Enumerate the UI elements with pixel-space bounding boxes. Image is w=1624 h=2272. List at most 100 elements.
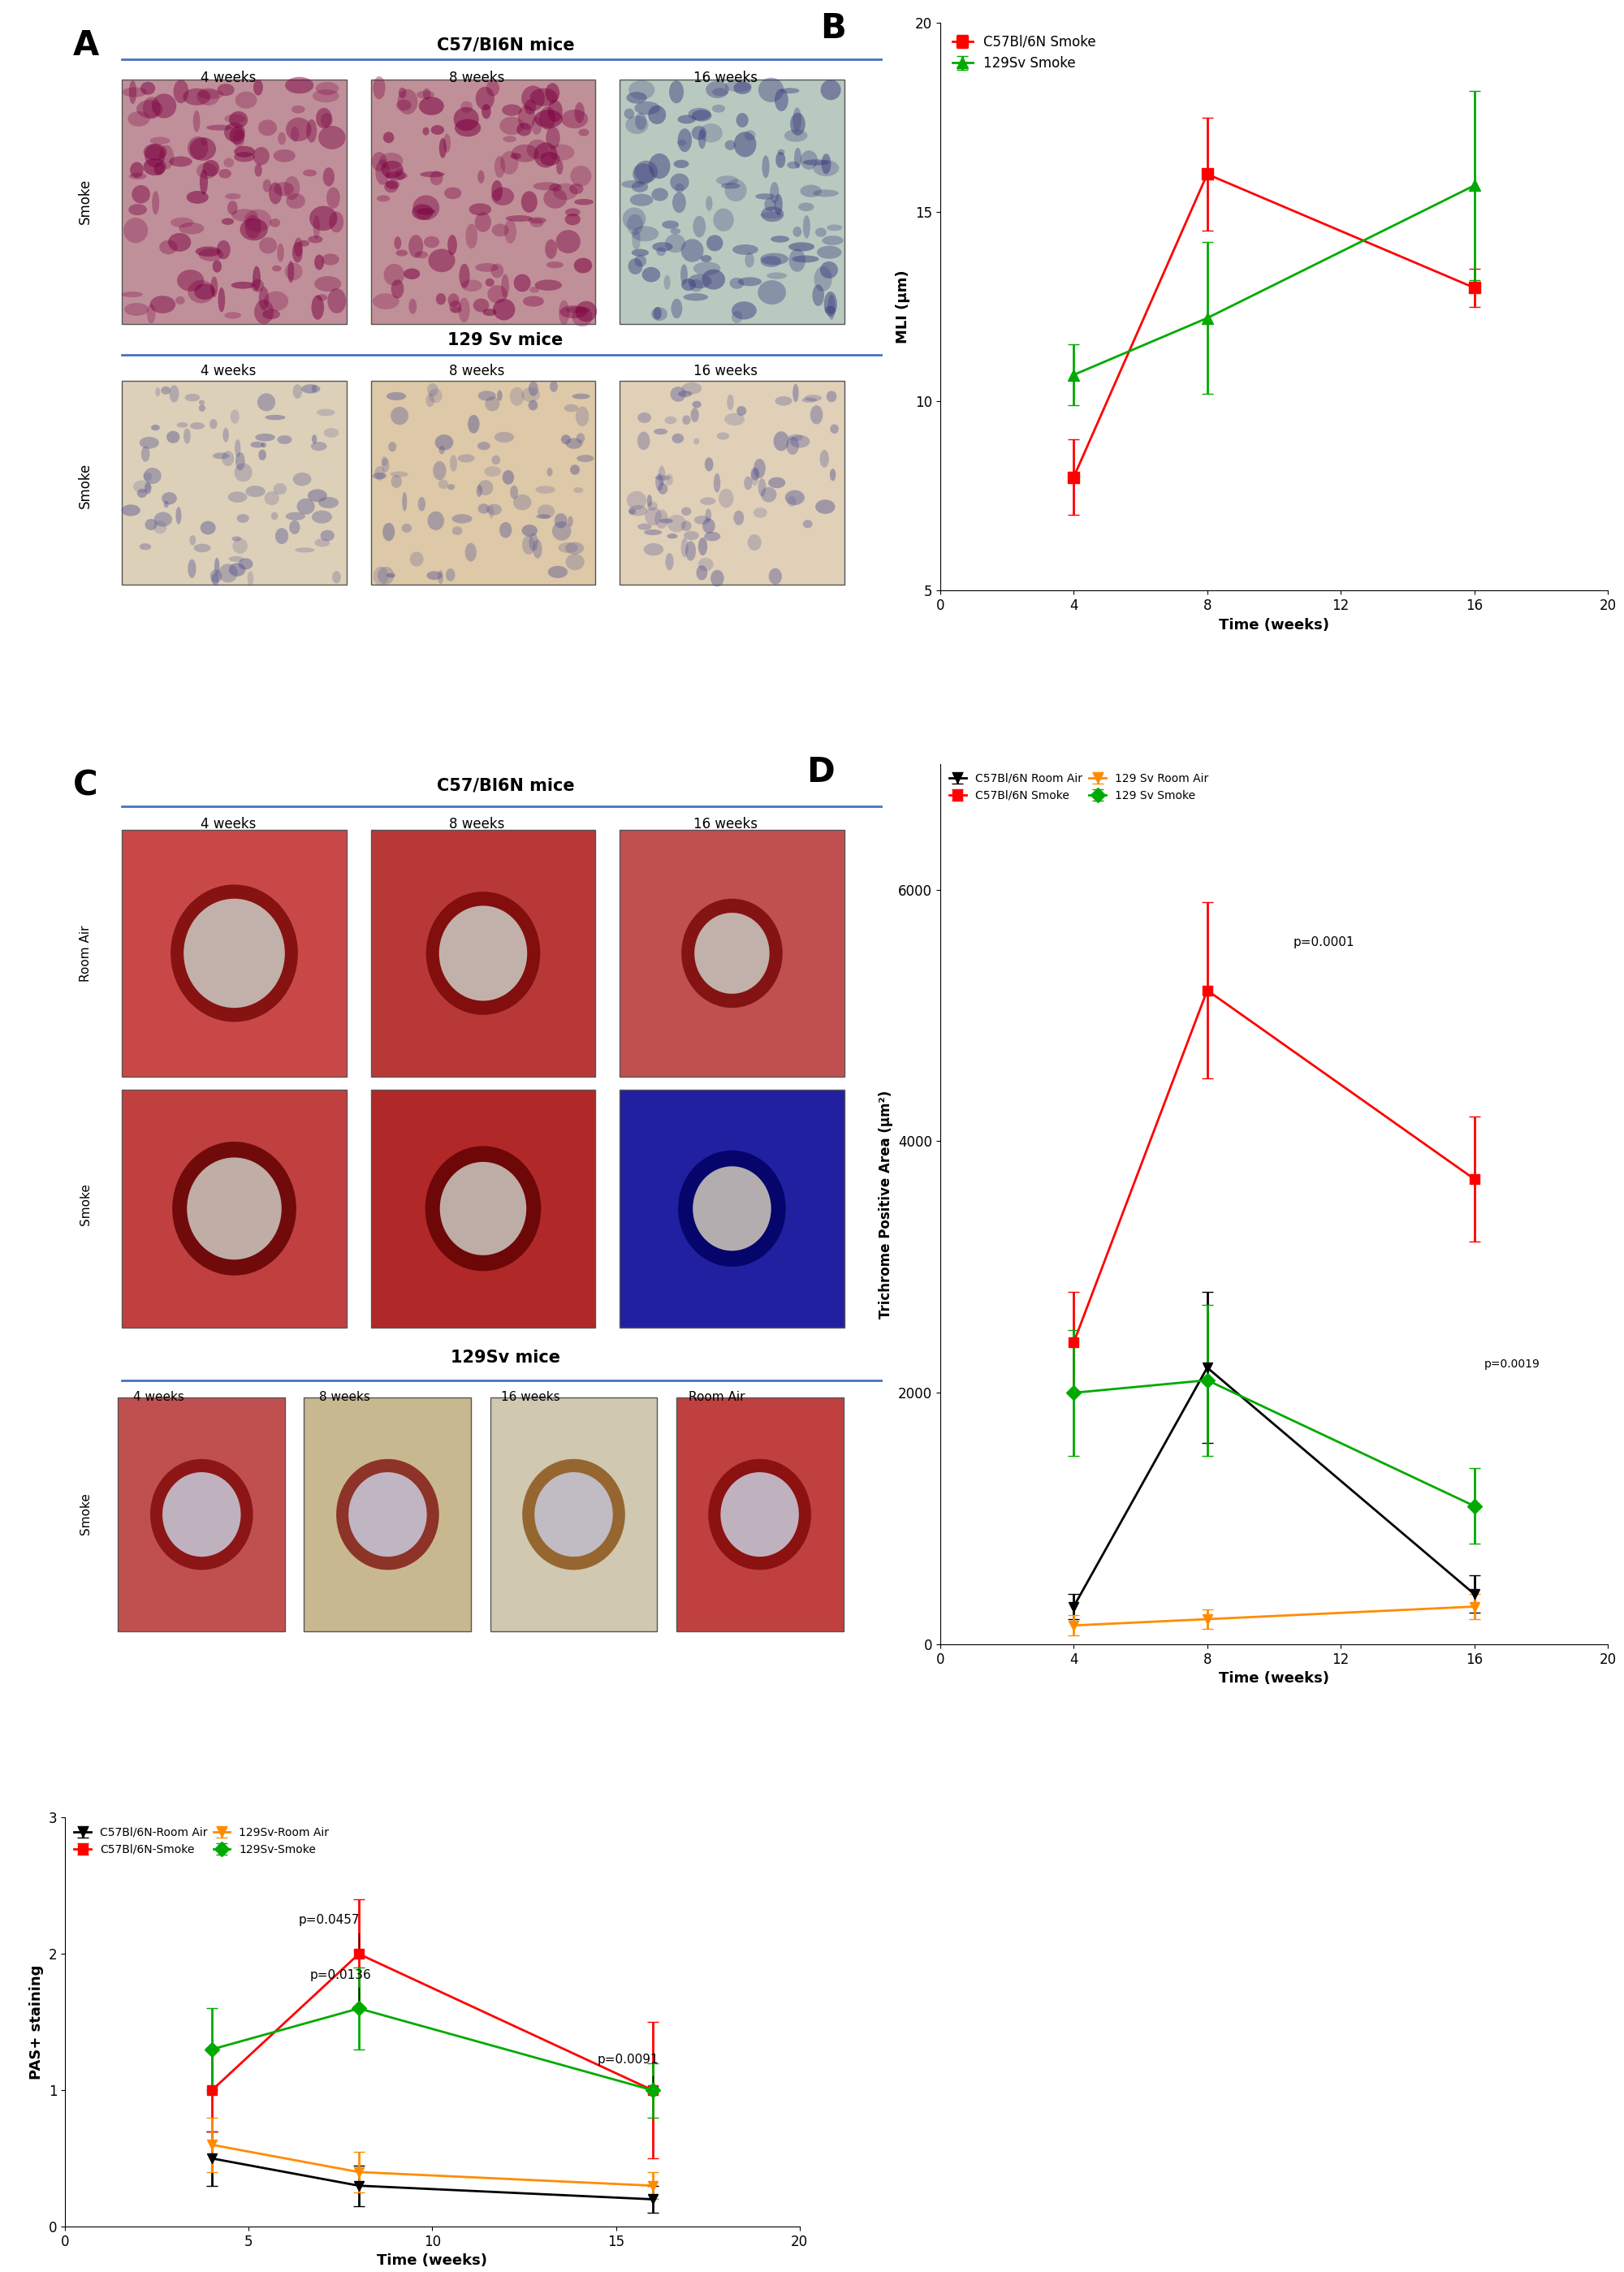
Ellipse shape — [531, 116, 542, 134]
FancyBboxPatch shape — [370, 829, 596, 1077]
Ellipse shape — [412, 204, 434, 220]
Ellipse shape — [234, 130, 245, 148]
Ellipse shape — [646, 495, 653, 507]
Ellipse shape — [654, 509, 669, 529]
Ellipse shape — [546, 84, 560, 102]
Ellipse shape — [656, 473, 664, 491]
Text: 8 weeks: 8 weeks — [450, 818, 505, 832]
Ellipse shape — [307, 118, 317, 143]
Ellipse shape — [724, 414, 745, 425]
Ellipse shape — [328, 289, 346, 314]
Ellipse shape — [744, 477, 752, 491]
Ellipse shape — [760, 252, 788, 266]
Ellipse shape — [494, 432, 515, 443]
Ellipse shape — [547, 145, 575, 161]
Ellipse shape — [573, 486, 583, 493]
Ellipse shape — [396, 100, 411, 111]
Ellipse shape — [278, 436, 292, 443]
Ellipse shape — [575, 102, 585, 123]
Ellipse shape — [645, 529, 663, 536]
Text: 16 weeks: 16 weeks — [693, 70, 758, 86]
Ellipse shape — [658, 466, 666, 486]
Ellipse shape — [547, 566, 568, 577]
Ellipse shape — [713, 473, 721, 493]
Ellipse shape — [684, 532, 700, 541]
Y-axis label: PAS+ staining: PAS+ staining — [29, 1965, 44, 2079]
Ellipse shape — [724, 141, 736, 150]
Text: 4 weeks: 4 weeks — [200, 364, 257, 377]
Ellipse shape — [700, 498, 716, 504]
Circle shape — [171, 884, 297, 1022]
Ellipse shape — [533, 182, 560, 191]
Ellipse shape — [382, 161, 403, 177]
Ellipse shape — [572, 393, 590, 400]
Ellipse shape — [151, 93, 177, 118]
Ellipse shape — [830, 425, 838, 434]
Ellipse shape — [188, 279, 214, 302]
Ellipse shape — [458, 298, 469, 323]
Ellipse shape — [705, 457, 713, 470]
Ellipse shape — [245, 486, 265, 498]
Ellipse shape — [461, 102, 473, 114]
Text: C57/Bl6N mice: C57/Bl6N mice — [437, 777, 575, 793]
Ellipse shape — [671, 227, 680, 234]
Ellipse shape — [375, 466, 385, 479]
Ellipse shape — [422, 127, 429, 136]
Ellipse shape — [218, 286, 226, 311]
Text: 8 weeks: 8 weeks — [320, 1390, 370, 1402]
Ellipse shape — [648, 105, 666, 125]
Ellipse shape — [693, 438, 700, 445]
Ellipse shape — [372, 293, 400, 309]
Ellipse shape — [793, 227, 802, 236]
Ellipse shape — [814, 159, 840, 177]
Ellipse shape — [265, 416, 286, 420]
Ellipse shape — [122, 504, 140, 516]
Text: 16 weeks: 16 weeks — [693, 818, 758, 832]
Ellipse shape — [802, 216, 810, 239]
Ellipse shape — [512, 145, 539, 161]
Ellipse shape — [628, 80, 654, 100]
Ellipse shape — [469, 202, 492, 216]
Ellipse shape — [222, 427, 229, 443]
Ellipse shape — [503, 136, 516, 143]
Ellipse shape — [653, 243, 672, 252]
Ellipse shape — [383, 132, 395, 143]
Ellipse shape — [820, 261, 838, 279]
Ellipse shape — [291, 127, 299, 141]
Circle shape — [151, 1459, 253, 1570]
Ellipse shape — [560, 434, 570, 445]
Ellipse shape — [429, 389, 442, 402]
Text: p=0.0019: p=0.0019 — [1484, 1359, 1540, 1370]
Ellipse shape — [486, 398, 500, 411]
Ellipse shape — [156, 389, 161, 398]
Ellipse shape — [502, 105, 521, 116]
Ellipse shape — [637, 432, 650, 450]
Ellipse shape — [273, 484, 287, 495]
Ellipse shape — [315, 82, 339, 95]
Ellipse shape — [195, 284, 216, 300]
Ellipse shape — [417, 498, 425, 511]
Ellipse shape — [822, 236, 843, 245]
Ellipse shape — [396, 250, 408, 257]
Ellipse shape — [539, 107, 555, 130]
Ellipse shape — [451, 527, 463, 536]
Ellipse shape — [667, 534, 677, 538]
Ellipse shape — [822, 154, 831, 175]
Ellipse shape — [216, 241, 231, 259]
Ellipse shape — [255, 434, 274, 441]
Ellipse shape — [632, 182, 648, 193]
Ellipse shape — [417, 209, 435, 216]
Ellipse shape — [476, 86, 494, 111]
Circle shape — [425, 891, 541, 1016]
Ellipse shape — [702, 270, 726, 289]
Ellipse shape — [234, 145, 255, 157]
Ellipse shape — [323, 427, 339, 438]
Ellipse shape — [784, 130, 807, 141]
FancyBboxPatch shape — [490, 1397, 658, 1631]
Ellipse shape — [162, 493, 177, 504]
Ellipse shape — [510, 152, 521, 159]
Ellipse shape — [448, 293, 460, 307]
Ellipse shape — [213, 452, 229, 459]
Ellipse shape — [492, 298, 515, 320]
Ellipse shape — [175, 295, 185, 304]
